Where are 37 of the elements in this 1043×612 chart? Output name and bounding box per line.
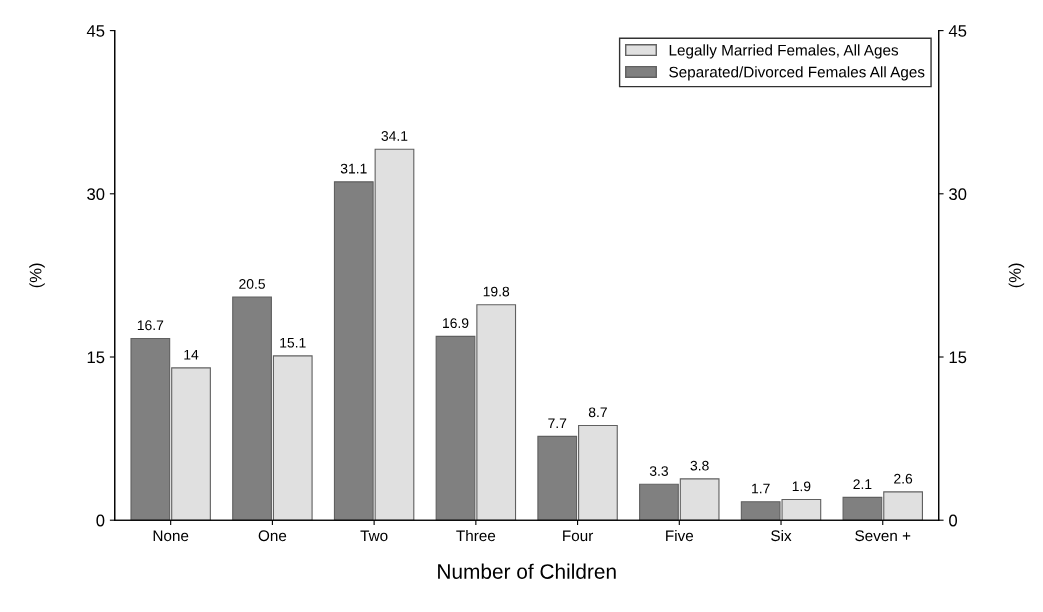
x-tick-label: Six [771, 529, 792, 542]
legend-label: Separated/Divorced Females All Ages [669, 66, 925, 81]
x-tick-label: Four [563, 530, 594, 542]
data-label: 20.5 [239, 279, 265, 289]
x-tick-label: None [153, 530, 189, 542]
data-label: 3.3 [649, 466, 668, 476]
data-label: 1.7 [752, 483, 770, 494]
y2-tick-label: 30 [949, 188, 967, 200]
data-label: 16.7 [137, 320, 164, 331]
data-label: 15.1 [280, 337, 306, 348]
data-label: 14 [184, 349, 199, 360]
data-label: 8.7 [588, 407, 607, 418]
y2-tick-label: 0 [949, 514, 958, 527]
data-label: 34.1 [381, 131, 408, 141]
data-label: 31.1 [340, 163, 367, 174]
y-tick-label: 30 [87, 188, 105, 200]
data-label: 2.6 [894, 473, 913, 484]
data-label: 7.7 [548, 418, 567, 428]
data-label: 16.9 [443, 318, 469, 329]
x-tick-label: Two [360, 530, 388, 542]
y-tick-label: 45 [86, 25, 105, 37]
y2-axis-title: (%) [1008, 263, 1025, 288]
y2-tick-label: 45 [948, 25, 967, 37]
data-label: 2.1 [853, 479, 872, 489]
legend-label: Legally Married Females, All Ages [669, 44, 899, 59]
x-axis-title: Number of Children [438, 563, 616, 579]
x-tick-label: Three [456, 529, 496, 542]
data-label: 1.9 [792, 481, 811, 492]
x-tick-label: One [258, 530, 287, 542]
x-tick-label: Seven + [855, 530, 911, 542]
y-tick-label: 15 [87, 351, 105, 364]
y-axis-title: (%) [29, 263, 45, 288]
x-tick-label: Five [666, 529, 694, 542]
data-label: 19.8 [483, 286, 510, 297]
y2-tick-label: 15 [949, 351, 967, 364]
data-label: 3.8 [690, 460, 709, 471]
y-tick-label: 0 [96, 514, 105, 527]
